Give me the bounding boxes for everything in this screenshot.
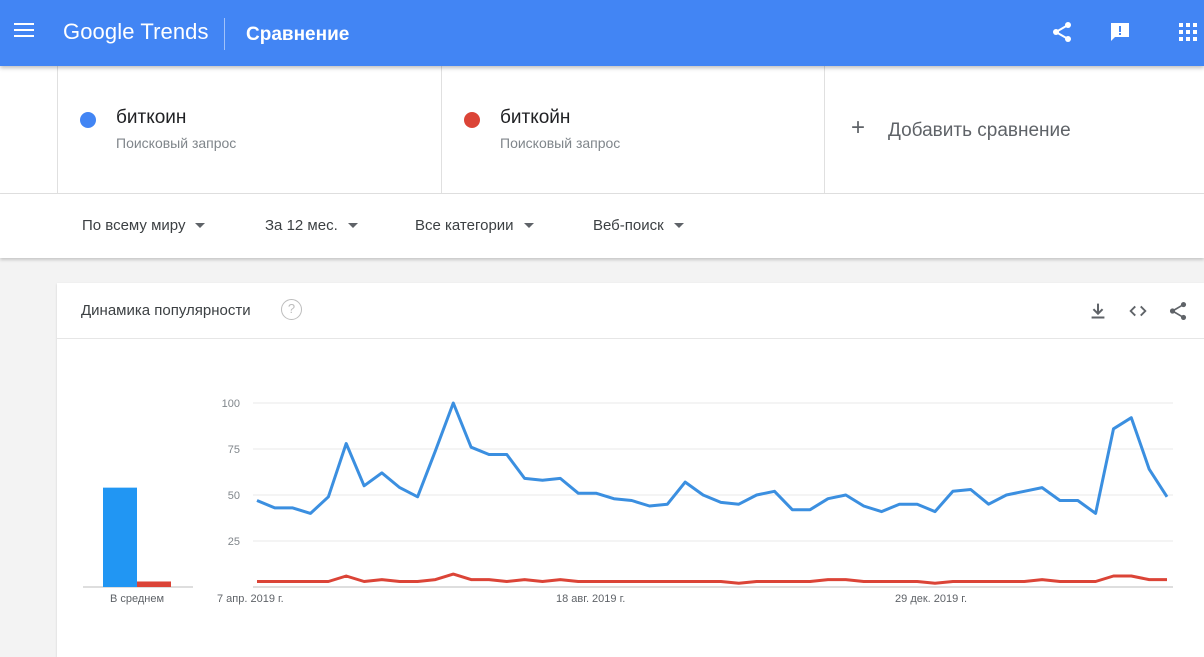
embed-code-icon[interactable] <box>1127 300 1149 322</box>
term-color-dot <box>80 112 96 128</box>
region-filter[interactable]: По всему миру <box>82 217 206 234</box>
category-filter-label: Все категории <box>415 217 514 234</box>
region-filter-label: По всему миру <box>82 217 186 234</box>
dropdown-arrow-icon <box>523 222 534 228</box>
series-line-биткоин <box>256 401 1169 515</box>
x-tick-label: 29 дек. 2019 г. <box>895 593 967 605</box>
series-line-биткойн <box>257 572 1167 585</box>
search-type-filter-label: Веб-поиск <box>593 217 664 234</box>
period-filter-label: За 12 мес. <box>265 217 338 234</box>
y-tick-label: 25 <box>228 536 240 548</box>
card-title: Динамика популярности <box>81 302 251 319</box>
search-type-filter[interactable]: Веб-поиск <box>593 217 684 234</box>
y-tick-label: 50 <box>228 490 240 502</box>
dropdown-arrow-icon <box>347 222 358 228</box>
interest-chart[interactable]: 100 75 50 25 7 апр. 2019 г. 18 авг. 2019 г. 29… <box>57 339 1204 657</box>
interest-over-time-card: Динамика популярности ? 100 75 50 25 7 апр. … <box>57 283 1204 657</box>
term-name[interactable]: биткоин <box>116 107 187 128</box>
period-filter[interactable]: За 12 мес. <box>265 217 358 234</box>
term-type: Поисковый запрос <box>500 135 621 151</box>
header-divider <box>224 18 225 50</box>
term-card-1[interactable]: биткоин Поисковый запрос <box>57 66 441 193</box>
dropdown-arrow-icon <box>195 222 206 228</box>
feedback-icon[interactable] <box>1108 20 1132 44</box>
y-tick-label: 75 <box>228 444 240 456</box>
add-comparison-label: Добавить сравнение <box>888 120 1071 141</box>
y-tick-label: 100 <box>222 398 240 410</box>
term-type: Поисковый запрос <box>116 135 237 151</box>
help-icon[interactable]: ? <box>281 299 302 320</box>
share-icon[interactable] <box>1167 300 1189 322</box>
dropdown-arrow-icon <box>673 222 684 228</box>
hamburger-menu-icon[interactable] <box>14 23 34 39</box>
term-name[interactable]: биткойн <box>500 107 571 128</box>
google-trends-logo[interactable]: Google Trends <box>63 19 209 44</box>
term-card-2[interactable]: биткойн Поисковый запрос <box>441 66 824 193</box>
filters-bar: По всему миру За 12 мес. Все категории В… <box>0 194 1204 258</box>
page-title: Сравнение <box>246 24 350 45</box>
plus-icon: + <box>851 114 866 141</box>
average-label: В среднем <box>110 593 164 605</box>
download-icon[interactable] <box>1087 300 1109 322</box>
average-bar-биткойн <box>137 581 171 587</box>
x-tick-label: 7 апр. 2019 г. <box>217 593 284 605</box>
category-filter[interactable]: Все категории <box>415 217 534 234</box>
top-app-bar: Google Trends Сравнение <box>0 0 1204 66</box>
average-bar-биткоин <box>103 487 137 587</box>
x-tick-label: 18 авг. 2019 г. <box>556 593 625 605</box>
term-color-dot <box>464 112 480 128</box>
apps-grid-icon[interactable] <box>1176 20 1200 44</box>
add-comparison-button[interactable]: + Добавить сравнение <box>824 66 1204 193</box>
share-icon[interactable] <box>1050 20 1074 44</box>
card-header: Динамика популярности ? <box>57 283 1204 339</box>
comparison-terms-bar: биткоин Поисковый запрос биткойн Поисков… <box>0 66 1204 194</box>
